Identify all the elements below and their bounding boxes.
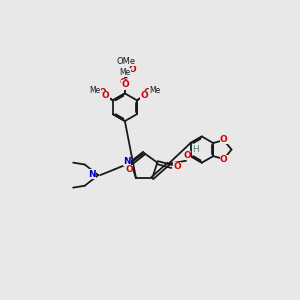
Text: H: H xyxy=(192,145,199,154)
Text: O: O xyxy=(173,162,181,171)
Text: Me: Me xyxy=(119,68,130,77)
Text: O: O xyxy=(120,78,128,87)
Text: O: O xyxy=(144,88,152,97)
Text: O: O xyxy=(121,80,129,89)
Text: OMe: OMe xyxy=(116,57,135,66)
Text: O: O xyxy=(220,155,228,164)
Text: O: O xyxy=(125,164,133,173)
Text: O: O xyxy=(98,88,106,97)
Text: O: O xyxy=(101,92,109,100)
Text: O: O xyxy=(128,65,136,74)
Text: Me: Me xyxy=(89,85,100,94)
Text: O: O xyxy=(140,92,148,100)
Text: Me: Me xyxy=(149,85,160,94)
Text: O: O xyxy=(184,151,191,160)
Text: O: O xyxy=(220,135,228,144)
Text: N: N xyxy=(88,170,95,179)
Text: N: N xyxy=(123,157,130,166)
